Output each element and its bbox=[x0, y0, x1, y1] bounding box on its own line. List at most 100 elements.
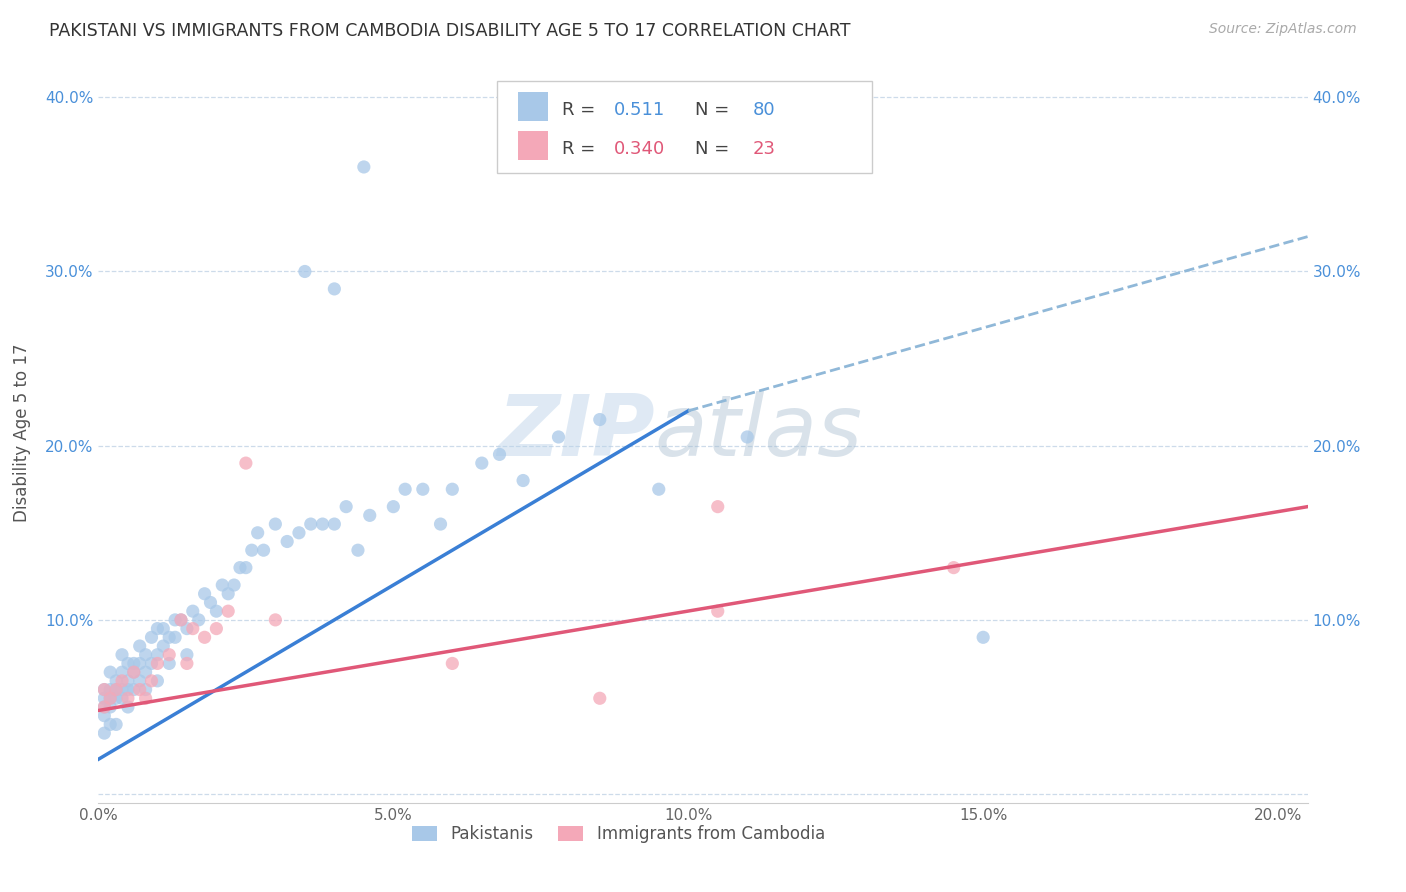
Text: N =: N = bbox=[695, 101, 734, 119]
Point bbox=[122, 665, 145, 680]
Point bbox=[323, 517, 346, 532]
Point bbox=[512, 474, 534, 488]
Point bbox=[294, 264, 316, 278]
Point bbox=[141, 673, 163, 688]
Point bbox=[93, 700, 115, 714]
Point bbox=[146, 673, 169, 688]
Point bbox=[93, 682, 115, 697]
Point bbox=[111, 673, 134, 688]
Point bbox=[194, 630, 217, 644]
Point bbox=[240, 543, 263, 558]
Point bbox=[128, 682, 150, 697]
Text: 0.340: 0.340 bbox=[613, 140, 665, 158]
Point bbox=[942, 560, 965, 574]
Point bbox=[105, 682, 128, 697]
Point bbox=[111, 665, 134, 680]
Text: 23: 23 bbox=[752, 140, 776, 158]
Point bbox=[128, 657, 150, 671]
Point bbox=[152, 622, 174, 636]
Point bbox=[252, 543, 274, 558]
Point bbox=[122, 682, 145, 697]
Point bbox=[111, 648, 134, 662]
Text: PAKISTANI VS IMMIGRANTS FROM CAMBODIA DISABILITY AGE 5 TO 17 CORRELATION CHART: PAKISTANI VS IMMIGRANTS FROM CAMBODIA DI… bbox=[49, 22, 851, 40]
Point bbox=[211, 578, 233, 592]
Point bbox=[117, 691, 139, 706]
Point bbox=[353, 160, 375, 174]
Point bbox=[488, 447, 510, 461]
Point bbox=[152, 639, 174, 653]
Point bbox=[429, 517, 451, 532]
Point bbox=[176, 622, 198, 636]
Point bbox=[111, 691, 134, 706]
Point bbox=[98, 665, 121, 680]
Point bbox=[128, 639, 150, 653]
FancyBboxPatch shape bbox=[517, 92, 548, 120]
Point bbox=[382, 500, 405, 514]
Text: N =: N = bbox=[695, 140, 734, 158]
Point bbox=[412, 482, 434, 496]
Point bbox=[170, 613, 193, 627]
Point bbox=[105, 717, 128, 731]
Point bbox=[246, 525, 269, 540]
Point bbox=[117, 682, 139, 697]
Point bbox=[181, 604, 204, 618]
Point bbox=[235, 456, 257, 470]
Point bbox=[105, 673, 128, 688]
Point bbox=[117, 700, 139, 714]
Point bbox=[135, 682, 157, 697]
Point bbox=[347, 543, 370, 558]
Point bbox=[288, 525, 311, 540]
Legend: Pakistanis, Immigrants from Cambodia: Pakistanis, Immigrants from Cambodia bbox=[405, 819, 831, 850]
Point bbox=[98, 682, 121, 697]
Point bbox=[706, 604, 728, 618]
Y-axis label: Disability Age 5 to 17: Disability Age 5 to 17 bbox=[13, 343, 31, 522]
Point bbox=[194, 587, 217, 601]
Point bbox=[117, 673, 139, 688]
Point bbox=[93, 682, 115, 697]
Point bbox=[135, 691, 157, 706]
Point bbox=[117, 657, 139, 671]
Point bbox=[311, 517, 333, 532]
Point bbox=[299, 517, 322, 532]
Point bbox=[323, 282, 346, 296]
Point bbox=[98, 700, 121, 714]
Point bbox=[128, 673, 150, 688]
Point bbox=[589, 412, 612, 426]
Point bbox=[972, 630, 994, 644]
Point bbox=[589, 691, 612, 706]
Point bbox=[146, 648, 169, 662]
Point bbox=[335, 500, 357, 514]
Point bbox=[176, 657, 198, 671]
Point bbox=[93, 691, 115, 706]
Point bbox=[111, 682, 134, 697]
Point bbox=[441, 657, 464, 671]
Point bbox=[93, 708, 115, 723]
Point bbox=[122, 657, 145, 671]
Text: 80: 80 bbox=[752, 101, 775, 119]
Point bbox=[217, 587, 239, 601]
Point bbox=[200, 595, 222, 609]
Point bbox=[93, 700, 115, 714]
FancyBboxPatch shape bbox=[498, 81, 872, 173]
Point bbox=[217, 604, 239, 618]
Point bbox=[648, 482, 671, 496]
Point bbox=[157, 630, 180, 644]
Point bbox=[135, 665, 157, 680]
Text: 0.511: 0.511 bbox=[613, 101, 665, 119]
Point bbox=[176, 648, 198, 662]
Point bbox=[222, 578, 245, 592]
Point bbox=[264, 613, 287, 627]
Point bbox=[165, 613, 187, 627]
Point bbox=[394, 482, 416, 496]
Point bbox=[98, 717, 121, 731]
Text: R =: R = bbox=[561, 101, 600, 119]
Point bbox=[141, 630, 163, 644]
Point bbox=[706, 500, 728, 514]
Point bbox=[105, 682, 128, 697]
Point bbox=[135, 648, 157, 662]
Point bbox=[93, 726, 115, 740]
Point bbox=[170, 613, 193, 627]
Point bbox=[187, 613, 209, 627]
Point bbox=[359, 508, 381, 523]
Point bbox=[276, 534, 298, 549]
